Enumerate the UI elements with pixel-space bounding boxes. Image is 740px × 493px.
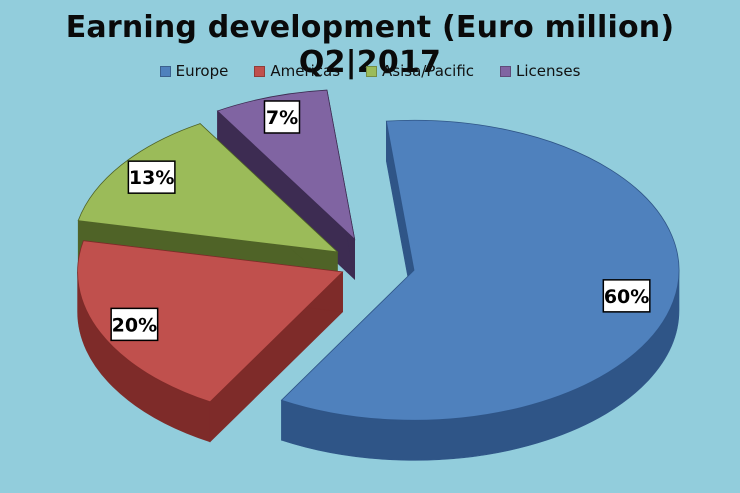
data-label-europe: 60%: [602, 279, 651, 313]
data-label-text: 60%: [604, 286, 649, 308]
legend-item-licenses: Licenses: [500, 62, 580, 80]
slice-top: [280, 119, 680, 421]
legend-swatch-licenses: [500, 65, 512, 77]
data-label-americas: 20%: [110, 307, 159, 342]
data-label-asia-pacific: 13%: [127, 160, 176, 194]
data-label-box: [127, 160, 176, 194]
slice-top: [77, 123, 339, 253]
legend-swatch-asia-pacific: [366, 65, 378, 77]
legend-item-europe: Europe: [159, 62, 229, 80]
pie-slice-europe: [280, 119, 680, 461]
data-label-box: [602, 279, 651, 313]
legend-label-americas: Americas: [270, 62, 341, 80]
chart-title: Earning development (Euro million) Q2|20…: [65, 10, 675, 80]
data-label-text: 13%: [129, 167, 174, 189]
slice-top: [216, 89, 356, 241]
data-label-text: 7%: [266, 107, 298, 129]
legend-label-licenses: Licenses: [516, 62, 581, 80]
data-label-box: [263, 100, 301, 134]
data-label-licenses: 7%: [263, 100, 301, 134]
legend-swatch-europe: [159, 65, 171, 77]
pie-slice-americas: [77, 240, 344, 443]
legend-label-europe: Europe: [175, 62, 229, 80]
data-label-text: 20%: [112, 314, 157, 336]
legend-swatch-americas: [254, 65, 266, 77]
chart-legend: Europe Americas Asisa/Pacific Licenses: [0, 62, 740, 80]
legend-label-asia-pacific: Asisa/Pacific: [382, 62, 475, 80]
legend-item-americas: Americas: [254, 62, 340, 80]
legend-item-asia-pacific: Asisa/Pacific: [366, 62, 474, 80]
slice-top: [77, 240, 344, 403]
data-label-box: [110, 307, 159, 342]
